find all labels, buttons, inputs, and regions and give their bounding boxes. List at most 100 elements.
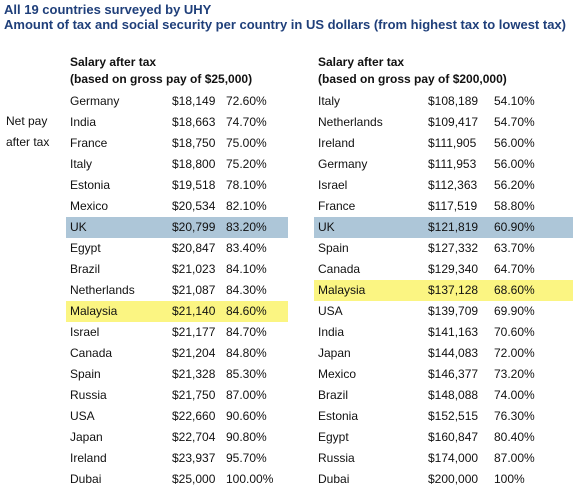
- table-row: Spain $127,332 63.70%: [314, 238, 573, 259]
- country-cell: Malaysia: [70, 304, 118, 318]
- left-table: Salary after tax (based on gross pay of …: [66, 54, 288, 490]
- table-row: India $18,663 74.70%: [66, 112, 288, 133]
- country-cell: Russia: [318, 451, 355, 465]
- right-table-rows: Italy $108,189 54.10% Netherlands $109,417 54…: [314, 91, 573, 490]
- country-cell: Germany: [70, 94, 120, 108]
- table-row: Russia $174,000 87.00%: [314, 448, 573, 469]
- percent-cell: 87.00%: [226, 388, 267, 402]
- percent-cell: 80.40%: [494, 430, 535, 444]
- country-cell: Brazil: [70, 262, 101, 276]
- country-cell: Japan: [318, 346, 351, 360]
- amount-cell: $21,087: [172, 283, 216, 297]
- country-cell: Netherlands: [70, 283, 135, 297]
- table-row: Brazil $21,023 84.10%: [66, 259, 288, 280]
- percent-cell: 100%: [494, 472, 525, 486]
- percent-cell: 76.30%: [494, 409, 535, 423]
- table-row: Mexico $20,534 82.10%: [66, 196, 288, 217]
- amount-cell: $21,023: [172, 262, 216, 276]
- country-cell: Estonia: [318, 409, 359, 423]
- table-row: UK $20,799 83.20%: [66, 217, 288, 238]
- amount-cell: $129,340: [428, 262, 479, 276]
- percent-cell: 75.00%: [226, 136, 267, 150]
- country-cell: Germany: [318, 157, 368, 171]
- amount-cell: $20,847: [172, 241, 216, 255]
- percent-cell: 84.80%: [226, 346, 267, 360]
- amount-cell: $21,140: [172, 304, 216, 318]
- amount-cell: $108,189: [428, 94, 479, 108]
- amount-cell: $148,088: [428, 388, 479, 402]
- table-row: Japan $144,083 72.00%: [314, 343, 573, 364]
- left-table-header: Salary after tax (based on gross pay of …: [66, 54, 288, 88]
- percent-cell: 84.60%: [226, 304, 267, 318]
- percent-cell: 64.70%: [494, 262, 535, 276]
- country-cell: Israel: [70, 325, 100, 339]
- table-row: Estonia $19,518 78.10%: [66, 175, 288, 196]
- country-cell: USA: [318, 304, 343, 318]
- percent-cell: 60.90%: [494, 220, 535, 234]
- table-row: Italy $18,800 75.20%: [66, 154, 288, 175]
- percent-cell: 100.00%: [226, 472, 274, 486]
- table-row: Netherlands $21,087 84.30%: [66, 280, 288, 301]
- country-cell: Ireland: [318, 136, 355, 150]
- country-cell: Egypt: [318, 430, 349, 444]
- country-cell: Dubai: [70, 472, 102, 486]
- amount-cell: $160,847: [428, 430, 479, 444]
- after-tax-label: after tax: [6, 135, 50, 149]
- right-header-line-2: (based on gross pay of $200,000): [318, 72, 507, 86]
- table-row: Germany $18,149 72.60%: [66, 91, 288, 112]
- amount-cell: $21,204: [172, 346, 216, 360]
- table-row: Malaysia $137,128 68.60%: [314, 280, 573, 301]
- country-cell: Spain: [70, 367, 101, 381]
- percent-cell: 69.90%: [494, 304, 535, 318]
- country-cell: India: [318, 325, 345, 339]
- amount-cell: $174,000: [428, 451, 479, 465]
- amount-cell: $21,750: [172, 388, 216, 402]
- percent-cell: 78.10%: [226, 178, 267, 192]
- net-pay-label: Net pay: [6, 114, 48, 128]
- percent-cell: 84.30%: [226, 283, 267, 297]
- table-row: Israel $112,363 56.20%: [314, 175, 573, 196]
- country-cell: Canada: [318, 262, 361, 276]
- country-cell: UK: [70, 220, 87, 234]
- amount-cell: $117,519: [428, 199, 478, 213]
- amount-cell: $127,332: [428, 241, 479, 255]
- amount-cell: $109,417: [428, 115, 479, 129]
- table-row: Canada $129,340 64.70%: [314, 259, 573, 280]
- amount-cell: $22,660: [172, 409, 216, 423]
- table-row: Brazil $148,088 74.00%: [314, 385, 573, 406]
- table-row: Canada $21,204 84.80%: [66, 343, 288, 364]
- percent-cell: 90.60%: [226, 409, 267, 423]
- table-row: Russia $21,750 87.00%: [66, 385, 288, 406]
- table-row: Egypt $160,847 80.40%: [314, 427, 573, 448]
- amount-cell: $137,128: [428, 283, 479, 297]
- amount-cell: $18,750: [172, 136, 216, 150]
- right-table: Salary after tax (based on gross pay of …: [314, 54, 573, 490]
- amount-cell: $139,709: [428, 304, 479, 318]
- amount-cell: $19,518: [172, 178, 216, 192]
- percent-cell: 84.10%: [226, 262, 267, 276]
- percent-cell: 54.70%: [494, 115, 535, 129]
- country-cell: Dubai: [318, 472, 350, 486]
- percent-cell: 56.20%: [494, 178, 535, 192]
- country-cell: France: [318, 199, 356, 213]
- amount-cell: $112,363: [428, 178, 478, 192]
- country-cell: Malaysia: [318, 283, 366, 297]
- amount-cell: $20,534: [172, 199, 216, 213]
- amount-cell: $21,177: [172, 325, 216, 339]
- country-cell: Russia: [70, 388, 107, 402]
- country-cell: Israel: [318, 178, 348, 192]
- table-row: Germany $111,953 56.00%: [314, 154, 573, 175]
- percent-cell: 72.60%: [226, 94, 267, 108]
- table-row: France $18,750 75.00%: [66, 133, 288, 154]
- percent-cell: 95.70%: [226, 451, 267, 465]
- left-table-rows: Germany $18,149 72.60% India $18,663 74.70% Fr…: [66, 91, 288, 490]
- country-cell: Mexico: [70, 199, 109, 213]
- amount-cell: $25,000: [172, 472, 216, 486]
- title-line-1: All 19 countries surveyed by UHY: [4, 2, 212, 17]
- table-row: Estonia $152,515 76.30%: [314, 406, 573, 427]
- right-header-line-1: Salary after tax: [318, 55, 405, 69]
- amount-cell: $121,819: [428, 220, 479, 234]
- amount-cell: $18,663: [172, 115, 216, 129]
- country-cell: India: [70, 115, 97, 129]
- percent-cell: 83.20%: [226, 220, 267, 234]
